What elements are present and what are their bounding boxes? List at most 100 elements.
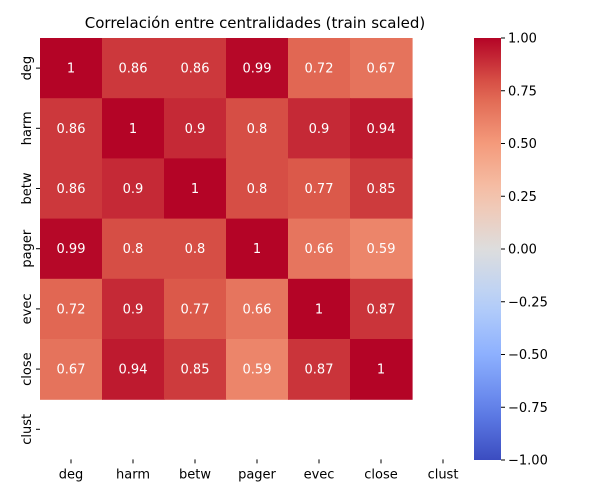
- x-tick-label-evec: evec: [304, 467, 335, 482]
- heatmap-cell-label: 0.87: [367, 302, 396, 317]
- heatmap-cell-label: 0.99: [57, 242, 86, 257]
- colorbar-tick-label: 0.00: [508, 243, 537, 258]
- heatmap-cell-label: 0.66: [243, 302, 272, 317]
- heatmap-cell-label: 0.99: [243, 62, 272, 77]
- heatmap-cell-harm-harm: [102, 98, 165, 159]
- heatmap-cell-evec-pager: [226, 278, 289, 340]
- x-tick-label-harm: harm: [116, 467, 150, 482]
- heatmap-cell-betw-close: [350, 158, 413, 220]
- heatmap-cell-label: 0.9: [123, 302, 144, 317]
- x-axis: deg harm betw pager evec close clust: [59, 459, 459, 482]
- heatmap-cell-close-pager: [226, 339, 289, 400]
- heatmap-cell-labels: 1 0.86 0.86 0.99 0.72 0.67 0.86 1 0.9 0.8 0.9 0.94 0…: [57, 62, 396, 378]
- x-tick-label-betw: betw: [179, 467, 211, 482]
- heatmap-cell-label: 0.86: [57, 122, 86, 137]
- heatmap-cell-harm-evec: [288, 98, 351, 159]
- heatmap-cell-betw-pager: [226, 158, 289, 220]
- heatmap-cell-label: 0.8: [123, 242, 144, 257]
- heatmap-cell-label: 0.87: [305, 363, 334, 378]
- heatmap-cell-label: 0.77: [181, 302, 210, 317]
- heatmap-cell-label: 0.8: [185, 242, 206, 257]
- y-tick-label-betw: betw: [20, 172, 35, 204]
- y-tick-label-harm: harm: [20, 111, 35, 145]
- heatmap-cell-close-deg: [40, 339, 103, 400]
- heatmap-cell-betw-evec: [288, 158, 351, 220]
- heatmap-cell-close-harm: [102, 339, 165, 400]
- heatmap-cell-label: 1: [377, 363, 385, 378]
- y-tick-label-evec: evec: [20, 293, 35, 324]
- heatmap-cell-pager-close: [350, 218, 413, 280]
- heatmap-cell-label: 0.94: [367, 122, 396, 137]
- heatmap-cell-close-betw: [164, 339, 227, 400]
- heatmap-cell-deg-pager: [226, 38, 289, 99]
- heatmap-cell-deg-betw: [164, 38, 227, 99]
- heatmap-cell-label: 0.9: [309, 122, 330, 137]
- heatmap-cell-pager-harm: [102, 218, 165, 280]
- colorbar-tick-label: −1.00: [508, 454, 548, 469]
- heatmap-cell-label: 0.9: [185, 122, 206, 137]
- heatmap-cell-label: 1: [129, 122, 137, 137]
- heatmap-cell-deg-harm: [102, 38, 165, 99]
- heatmap-cell-label: 0.8: [247, 182, 268, 197]
- heatmap-cell-label: 0.8: [247, 122, 268, 137]
- x-tick-label-deg: deg: [59, 467, 84, 482]
- y-tick-label-pager: pager: [20, 229, 35, 267]
- heatmap-cell-label: 0.9: [123, 182, 144, 197]
- heatmap-cell-pager-deg: [40, 218, 103, 280]
- colorbar-gradient: [474, 38, 501, 460]
- chart-title: Correlación entre centralidades (train s…: [85, 14, 425, 32]
- heatmap-cell-pager-evec: [288, 218, 351, 280]
- heatmap-cell-close-evec: [288, 339, 351, 400]
- colorbar-tick-label: −0.75: [508, 401, 548, 416]
- heatmap-cell-evec-harm: [102, 278, 165, 340]
- heatmap-cell-betw-harm: [102, 158, 165, 220]
- heatmap-cell-close-close: [350, 339, 413, 400]
- heatmap-cell-label: 0.86: [119, 62, 148, 77]
- heatmap-cell-harm-deg: [40, 98, 103, 159]
- heatmap-cell-label: 1: [315, 302, 323, 317]
- heatmap-cell-label: 0.94: [119, 363, 148, 378]
- heatmap-cell-label: 1: [191, 182, 199, 197]
- heatmap-cell-label: 0.66: [305, 242, 334, 257]
- colorbar-tick-label: 0.75: [508, 84, 537, 99]
- colorbar-tick-label: 0.50: [508, 137, 537, 152]
- colorbar: 1.00 0.75 0.50 0.25 0.00 −0.25 −0.50 −0.75 −1.00: [474, 32, 548, 469]
- y-tick-label-clust: clust: [20, 414, 35, 445]
- heatmap-cell-pager-betw: [164, 218, 227, 280]
- heatmap-cell-evec-evec: [288, 278, 351, 340]
- y-tick-label-deg: deg: [20, 56, 35, 81]
- heatmap-cell-label: 0.72: [57, 302, 86, 317]
- heatmap-cell-label: 0.86: [57, 182, 86, 197]
- heatmap-cell-evec-deg: [40, 278, 103, 340]
- heatmap-cell-label: 0.86: [181, 62, 210, 77]
- colorbar-tick-label: 0.25: [508, 190, 537, 205]
- heatmap-cell-label: 0.72: [305, 62, 334, 77]
- x-tick-label-close: close: [364, 467, 397, 482]
- heatmap-cell-pager-pager: [226, 218, 289, 280]
- heatmap-cell-deg-deg: [40, 38, 103, 99]
- heatmap-cell-label: 0.59: [367, 242, 396, 257]
- x-tick-label-clust: clust: [428, 467, 459, 482]
- heatmap-cell-evec-close: [350, 278, 413, 340]
- heatmap-cell-harm-close: [350, 98, 413, 159]
- y-tick-label-close: close: [20, 352, 35, 385]
- heatmap-cell-harm-betw: [164, 98, 227, 159]
- colorbar-tick-label: −0.25: [508, 295, 548, 310]
- heatmap-cell-label: 0.67: [57, 363, 86, 378]
- heatmap-cell-deg-evec: [288, 38, 351, 99]
- heatmap-cell-label: 0.67: [367, 62, 396, 77]
- colorbar-tick-label: 1.00: [508, 32, 537, 47]
- heatmap-cell-label: 0.85: [181, 363, 210, 378]
- heatmap-cell-label: 0.85: [367, 182, 396, 197]
- heatmap-cell-label: 1: [67, 62, 75, 77]
- heatmap-cells: [40, 38, 413, 400]
- heatmap-cell-deg-close: [350, 38, 413, 99]
- heatmap-cell-label: 0.59: [243, 363, 272, 378]
- heatmap-cell-betw-betw: [164, 158, 227, 220]
- heatmap-cell-harm-pager: [226, 98, 289, 159]
- y-axis: deg harm betw pager evec close clust: [20, 56, 40, 445]
- colorbar-tick-label: −0.50: [508, 348, 548, 363]
- x-tick-label-pager: pager: [238, 467, 276, 482]
- heatmap-cell-label: 0.77: [305, 182, 334, 197]
